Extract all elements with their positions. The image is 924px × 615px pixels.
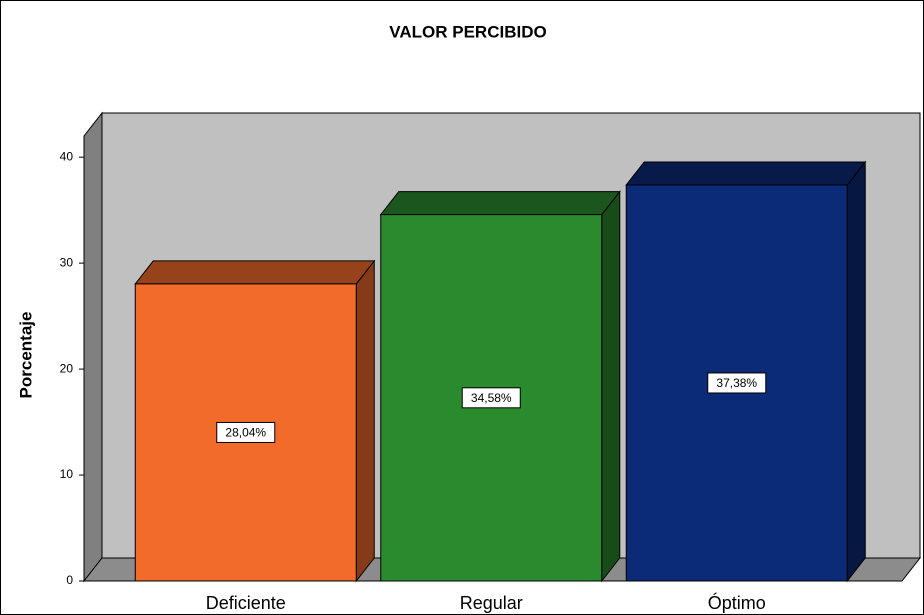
y-tick-label: 10	[60, 467, 74, 481]
y-tick-label: 40	[60, 149, 74, 163]
value-label-box	[216, 421, 276, 443]
y-axis-label: Porcentaje	[16, 312, 35, 399]
value-label-box	[461, 387, 521, 409]
bar-top	[625, 161, 867, 186]
bar-top	[134, 260, 376, 285]
y-tick-label: 0	[66, 573, 73, 587]
value-label: 37,38%	[716, 376, 757, 390]
value-label: 28,04%	[225, 426, 266, 440]
y-tick-label: 20	[60, 361, 74, 375]
bar-side	[846, 160, 866, 583]
x-tick-label: Regular	[460, 593, 523, 613]
x-tick-label: Deficiente	[206, 593, 286, 613]
bar-top	[379, 191, 621, 216]
left-wall	[83, 111, 103, 583]
bar-side	[601, 190, 621, 583]
value-label: 34,58%	[471, 391, 512, 405]
bar-side	[355, 259, 375, 583]
x-tick-label: Óptimo	[708, 592, 766, 613]
chart-title: VALOR PERCIBIDO	[389, 22, 546, 41]
value-label-box	[707, 372, 767, 394]
y-tick-label: 30	[60, 255, 74, 269]
